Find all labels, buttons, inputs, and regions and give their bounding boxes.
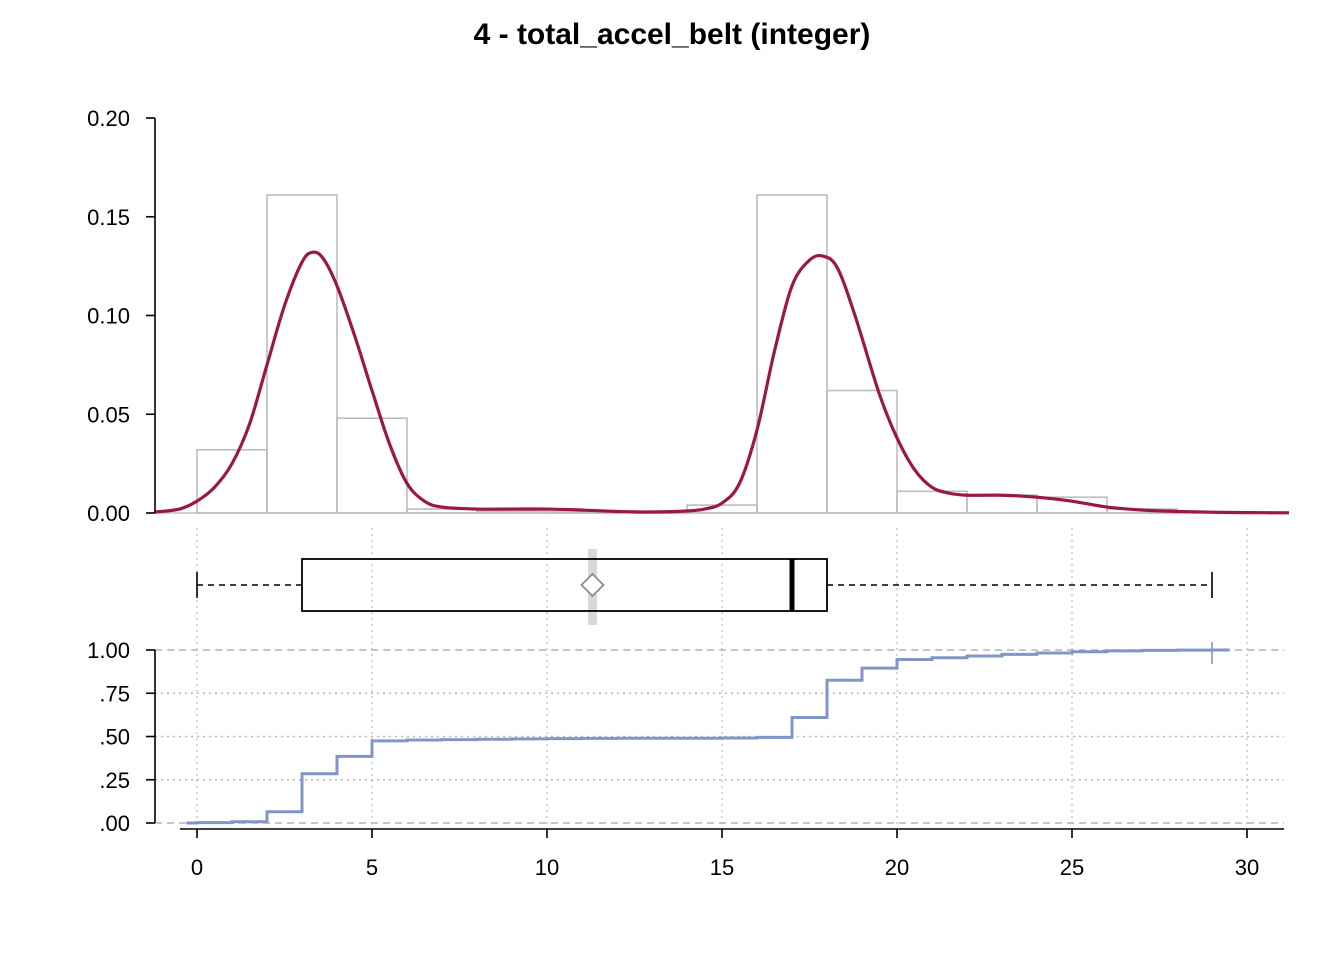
ecdf-y-tick-label: .00: [99, 811, 130, 836]
hist-y-tick-label: 0.15: [87, 205, 130, 230]
x-tick-label: 15: [710, 855, 734, 880]
ecdf-step-line: [186, 648, 1230, 825]
ecdf-y-tick-label: 1.00: [87, 638, 130, 663]
box-iqr: [301, 558, 828, 612]
x-tick-label: 30: [1235, 855, 1259, 880]
histogram-bar: [266, 194, 338, 514]
hist-y-tick-label: 0.20: [87, 106, 130, 131]
histogram-bar: [196, 448, 268, 514]
x-tick-label: 0: [191, 855, 203, 880]
hist-y-tick-label: 0.10: [87, 304, 130, 329]
ecdf-y-tick-label: .50: [99, 725, 130, 750]
axes-layer: 0.00 0.05 0.10 0.15 0.20 .00 .25 .50 .75 1.00 0 5 10…: [87, 106, 1284, 880]
boxplot-panel: [196, 549, 1213, 625]
mean-marker: [580, 572, 605, 598]
ecdf-panel: [186, 642, 1230, 825]
hist-y-tick-label: 0.05: [87, 402, 130, 427]
histogram-bar: [756, 194, 828, 514]
x-tick-label: 25: [1060, 855, 1084, 880]
histogram-panel: [154, 194, 1290, 515]
chart-title: 4 - total_accel_belt (integer): [473, 18, 871, 51]
ecdf-y-tick-label: .25: [99, 768, 130, 793]
x-tick-label: 20: [885, 855, 909, 880]
ecdf-y-tick-label: .75: [99, 681, 130, 706]
density-curve: [154, 250, 1290, 515]
grid-layer: [155, 528, 1284, 828]
histogram-bar: [826, 389, 898, 514]
hist-y-tick-label: 0.00: [87, 501, 130, 526]
x-tick-label: 10: [535, 855, 559, 880]
x-tick-label: 5: [366, 855, 378, 880]
